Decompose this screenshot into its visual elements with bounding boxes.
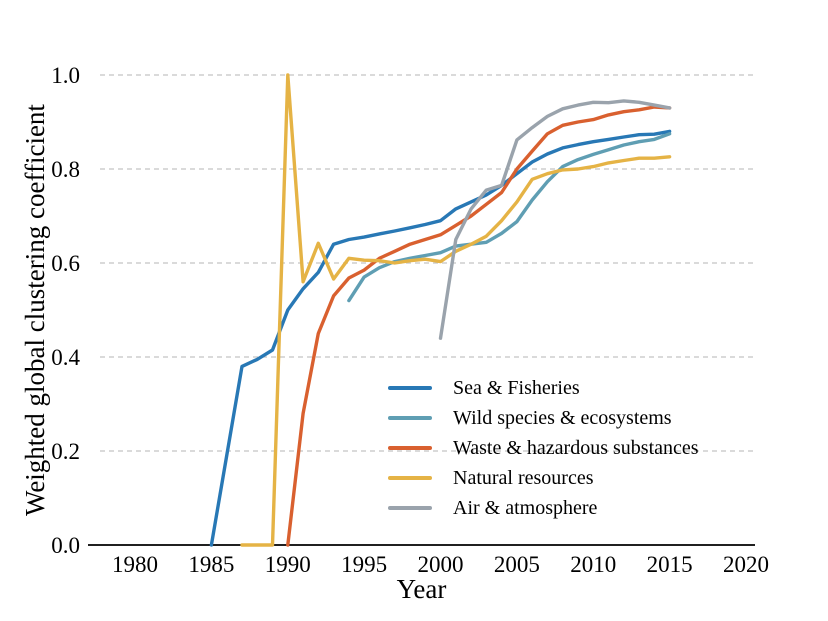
x-tick-label: 1980: [112, 552, 158, 577]
legend-swatch-sea-fisheries: [388, 386, 432, 390]
legend-swatch-wild-species-ecosystems: [388, 416, 432, 420]
legend-label: Air & atmosphere: [453, 496, 598, 519]
legend-item-sea-fisheries: Sea & Fisheries: [388, 373, 699, 403]
legend-item-wild-species-ecosystems: Wild species & ecosystems: [388, 403, 699, 433]
legend-label: Natural resources: [453, 466, 594, 489]
series-line-air-atmosphere: [438, 99, 672, 340]
x-tick-label: 1995: [341, 552, 387, 577]
legend-label: Waste & hazardous substances: [453, 436, 699, 459]
x-tick-label: 1985: [188, 552, 234, 577]
series-line-waste-hazardous-substances: [286, 105, 672, 547]
x-tick-label: 2020: [723, 552, 769, 577]
series-line-sea-fisheries: [209, 129, 672, 547]
y-tick-label: 1.0: [51, 63, 80, 88]
legend: Sea & Fisheries Wild species & ecosystem…: [388, 373, 699, 523]
y-tick-label: 0.4: [51, 345, 80, 370]
legend-item-natural-resources: Natural resources: [388, 463, 699, 493]
y-tick-label: 0.2: [51, 439, 80, 464]
y-tick-label: 0.6: [51, 251, 80, 276]
y-axis-label: Weighted global clustering coefficient: [20, 104, 50, 516]
legend-item-waste-hazardous-substances: Waste & hazardous substances: [388, 433, 699, 463]
legend-item-air-atmosphere: Air & atmosphere: [388, 493, 699, 523]
x-tick-label: 2015: [647, 552, 693, 577]
legend-swatch-air-atmosphere: [388, 506, 432, 510]
x-tick-label: 2010: [570, 552, 616, 577]
x-tick-label: 2000: [418, 552, 464, 577]
x-tick-label: 1990: [265, 552, 311, 577]
x-tick-label: 2005: [494, 552, 540, 577]
x-axis-label: Year: [396, 574, 447, 604]
legend-label: Wild species & ecosystems: [453, 406, 672, 429]
legend-swatch-waste-hazardous-substances: [388, 446, 432, 450]
legend-swatch-natural-resources: [388, 476, 432, 480]
legend-label: Sea & Fisheries: [453, 376, 580, 399]
series-line-natural-resources: [240, 73, 672, 547]
y-tick-label: 0.0: [51, 533, 80, 558]
series-line-wild-species-ecosystems: [347, 132, 672, 303]
y-tick-label: 0.8: [51, 157, 80, 182]
